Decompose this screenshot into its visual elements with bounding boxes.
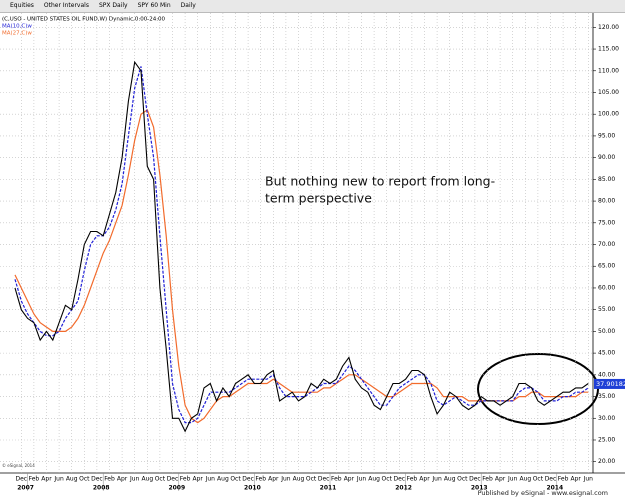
x-tick-label: Oct (457, 476, 468, 483)
x-tick-label: Jun (356, 476, 367, 483)
x-tick-label: Dec (393, 476, 405, 483)
y-tick-label: 120.00 (598, 24, 619, 31)
y-tick-label: 40.00 (598, 371, 615, 378)
x-tick-label: Oct (230, 476, 241, 483)
y-tick-label: 45.00 (598, 350, 615, 357)
y-tick-label: 65.00 (598, 263, 615, 270)
x-tick-label: Jun (507, 476, 518, 483)
x-tick-label: Feb (331, 476, 342, 483)
toolbar: Equities Other Intervals SPX Daily SPY 60 M… (0, 0, 625, 13)
last-value-box (594, 378, 625, 389)
annotation: But nothing new to report from long- (265, 174, 495, 189)
y-tick-label: 110.00 (598, 67, 619, 74)
x-tick-label: Dec (469, 476, 481, 483)
x-tick-label: Aug (519, 476, 531, 483)
x-tick-label: Jun (129, 476, 140, 483)
x-tick-label: Apr (41, 476, 52, 483)
y-tick-label: 105.00 (598, 89, 619, 96)
x-tick-label: Feb (104, 476, 115, 483)
year-label: 2011 (320, 485, 337, 492)
legend-entry: (C,USO - UNITED STATES OIL FUND,W) Dynam… (2, 17, 166, 23)
x-tick-label: Oct (79, 476, 90, 483)
x-tick-label: Jun (280, 476, 291, 483)
y-tick-label: 70.00 (598, 241, 615, 248)
y-tick-label: 90.00 (598, 154, 615, 161)
x-tick-label: Oct (155, 476, 166, 483)
background (0, 13, 625, 499)
year-label: 2014 (546, 485, 563, 492)
year-label: 2013 (471, 485, 488, 492)
x-tick-label: Apr (419, 476, 430, 483)
x-tick-label: Feb (180, 476, 191, 483)
toolbar-item[interactable]: SPX Daily (98, 2, 128, 9)
y-tick-label: 100.00 (598, 111, 619, 118)
x-tick-label: Aug (444, 476, 456, 483)
publisher: Published by eSignal - www.esignal.com (478, 489, 608, 497)
y-tick-label: 30.00 (598, 415, 615, 422)
legend-entry: MA(27,C)w (2, 31, 32, 37)
x-tick-label: Aug (217, 476, 229, 483)
chart: 20.00 25.00 30.00 35.00 40.00 45.00 50.00 55.00… (0, 13, 625, 499)
series-line (14, 60, 589, 433)
x-tick-label: Oct (533, 476, 544, 483)
x-tick-label: Jun (205, 476, 216, 483)
year-label: 2008 (93, 485, 110, 492)
y-tick-label: 115.00 (598, 46, 619, 53)
y-tick-label: 75.00 (598, 219, 615, 226)
y-tick-label: 60.00 (598, 284, 615, 291)
year-label: 2009 (168, 485, 185, 492)
toolbar-item[interactable]: Daily (180, 2, 196, 9)
year-label: 2012 (395, 485, 412, 492)
x-tick-label: Feb (482, 476, 493, 483)
x-tick-label: Feb (29, 476, 40, 483)
x-tick-label: Feb (558, 476, 569, 483)
x-tick-label: Apr (344, 476, 355, 483)
y-tick-label: 20.00 (598, 458, 615, 465)
last-value-label: 37.90182 (596, 380, 625, 388)
x-tick-label: Aug (368, 476, 380, 483)
x-tick-label: Aug (66, 476, 78, 483)
x-tick-label: Apr (117, 476, 128, 483)
y-tick-label: 25.00 (598, 436, 615, 443)
x-tick-label: Dec (318, 476, 330, 483)
x-tick-label: Apr (193, 476, 204, 483)
x-tick-label: Dec (91, 476, 103, 483)
x-tick-label: Dec (545, 476, 557, 483)
y-tick-label: 85.00 (598, 176, 615, 183)
y-tick-label: 55.00 (598, 306, 615, 313)
x-tick-label: Jun (53, 476, 64, 483)
year-label: 2007 (17, 485, 34, 492)
y-tick-label: 50.00 (598, 328, 615, 335)
y-tick-label: 95.00 (598, 132, 615, 139)
toolbar-item[interactable]: SPY 60 Min (137, 2, 171, 9)
x-tick-label: Dec (242, 476, 254, 483)
x-tick-label: Aug (141, 476, 153, 483)
y-tick-label: 80.00 (598, 198, 615, 205)
x-tick-label: Apr (495, 476, 506, 483)
x-tick-label: Dec (167, 476, 179, 483)
x-tick-label: Apr (268, 476, 279, 483)
toolbar-item[interactable]: Other Intervals (43, 2, 89, 9)
x-tick-label: Jun (583, 476, 594, 483)
x-tick-label: Aug (293, 476, 305, 483)
y-tick-label: 35.00 (598, 393, 615, 400)
x-tick-label: Feb (407, 476, 418, 483)
x-tick-label: Jun (431, 476, 442, 483)
copyright: © eSignal, 2014 (2, 463, 35, 468)
year-label: 2010 (244, 485, 261, 492)
x-tick-label: Feb (255, 476, 266, 483)
toolbar-item[interactable]: Equities (10, 2, 34, 9)
x-tick-label: Apr (571, 476, 582, 483)
legend-entry: MA(10,C)w (2, 24, 32, 30)
x-tick-label: Dec (15, 476, 27, 483)
x-tick-label: Oct (306, 476, 317, 483)
x-tick-label: Oct (382, 476, 393, 483)
annotation: term perspective (265, 191, 372, 206)
